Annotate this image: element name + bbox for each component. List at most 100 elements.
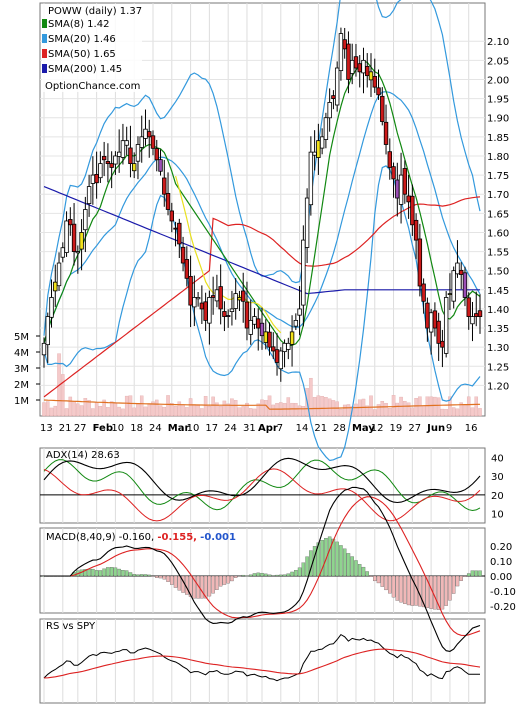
candle-body <box>455 262 460 275</box>
candle-body <box>98 163 103 179</box>
volume-bar <box>42 402 46 417</box>
macd-histogram-bar <box>369 575 373 577</box>
x-tick-label: 27 <box>74 423 87 434</box>
legend-sma8-value: 1.42 <box>87 19 109 30</box>
candle-body <box>214 289 220 302</box>
macd-histogram-bar <box>403 575 407 604</box>
macd-histogram-bar <box>158 575 163 579</box>
macd-histogram-bar <box>433 575 437 610</box>
candle-body <box>49 297 54 318</box>
macd-histogram-bar <box>121 570 125 577</box>
legend-sma8-name: SMA(8) <box>48 19 84 30</box>
macd-histogram-bar <box>391 575 396 598</box>
y-tick-label: 1.80 <box>487 152 509 163</box>
volume-bar <box>76 403 80 417</box>
volume-bar <box>139 395 144 417</box>
volume-bar <box>230 398 234 417</box>
candle-body <box>75 251 81 254</box>
macd-histogram-bar <box>177 575 182 591</box>
candle-body <box>395 179 400 199</box>
macd-histogram-bar <box>200 575 204 599</box>
candle-body <box>41 342 47 356</box>
volume-bar <box>410 407 415 417</box>
volume-bar <box>68 396 73 417</box>
volume-bar <box>109 401 114 417</box>
legend-sma50: SMA(50) 1.65 <box>48 49 116 60</box>
volume-bar <box>297 405 302 417</box>
candle-body <box>195 297 201 300</box>
macd-histogram-bar <box>128 572 133 577</box>
candle-body <box>289 331 295 345</box>
adx-minus-di-line <box>43 468 481 522</box>
y-tick-label: 1.85 <box>487 133 509 144</box>
volume-bar <box>248 408 253 417</box>
candle-body <box>474 313 479 317</box>
volume-bar <box>173 406 178 417</box>
x-tick-label: 21 <box>314 423 327 434</box>
x-tick-label: May <box>352 423 375 434</box>
macd-histogram-bar <box>260 572 264 577</box>
legend-sma50-name: SMA(50) <box>48 49 90 60</box>
candle-body <box>466 297 471 317</box>
volume-bar <box>200 408 204 417</box>
macd-histogram-bar <box>275 574 279 577</box>
volume-bar <box>466 396 471 417</box>
rs-average-line <box>43 648 481 679</box>
volume-bar <box>207 406 212 417</box>
macd-histogram-bar <box>316 542 321 577</box>
macd-histogram-bar <box>320 540 324 577</box>
volume-bar <box>474 396 478 417</box>
volume-bar <box>455 408 460 417</box>
x-tick-label: 19 <box>390 423 403 434</box>
candle-body <box>132 163 137 172</box>
macd-histogram-bar <box>425 575 430 608</box>
legend-sma20-name: SMA(20) <box>48 34 90 45</box>
macd-histogram-bar <box>256 572 260 577</box>
y-tick-label: 2.00 <box>487 75 509 86</box>
macd-y-tick-label: 0.00 <box>490 572 512 583</box>
macd-histogram-bar <box>151 575 155 577</box>
volume-bar <box>260 399 264 417</box>
volume-bar <box>327 398 332 417</box>
y-tick-label: 2.05 <box>487 56 509 67</box>
candle-body <box>233 293 238 309</box>
macd-histogram-bar <box>440 575 445 610</box>
macd-histogram-bar <box>279 574 283 577</box>
candle-body <box>207 297 212 324</box>
macd-histogram-bar <box>170 575 174 585</box>
macd-name: MACD(8,40,9) <box>46 532 116 543</box>
macd-histogram-bar <box>162 575 167 580</box>
price-title: POWW (daily) 1.37 <box>48 6 142 17</box>
macd-histogram-bar <box>305 556 309 577</box>
volume-tick-label: 3M <box>14 364 29 375</box>
y-tick-label: 1.65 <box>487 209 509 220</box>
volume-bar <box>132 407 136 417</box>
candle-body <box>56 262 62 287</box>
candle-body <box>237 297 242 301</box>
adx-y-tick-label: 30 <box>491 472 504 483</box>
volume-bar <box>391 395 396 417</box>
volume-tick-label: 5M <box>14 332 29 343</box>
y-tick-label: 1.35 <box>487 324 509 335</box>
candle-body <box>162 177 167 195</box>
rs-line <box>43 633 480 682</box>
watermark: OptionChance.com <box>45 81 140 92</box>
macd-histogram-bar <box>418 575 422 607</box>
y-tick-label: 1.50 <box>487 267 509 278</box>
volume-bar <box>433 396 437 417</box>
volume-bar <box>339 409 343 417</box>
macd-histogram-bar <box>301 562 306 577</box>
volume-bar <box>395 402 400 417</box>
x-tick-label: 18 <box>130 423 143 434</box>
candle-body <box>391 166 396 180</box>
candle-body <box>425 302 430 329</box>
candle-body <box>406 195 411 203</box>
macd-histogram-bar <box>455 575 460 587</box>
volume-average-line <box>43 399 481 410</box>
y-tick-label: 1.55 <box>487 248 509 259</box>
volume-bar <box>188 398 193 417</box>
adx-y-tick-label: 40 <box>491 453 504 464</box>
volume-bar <box>215 402 219 417</box>
candle-body <box>192 297 197 308</box>
